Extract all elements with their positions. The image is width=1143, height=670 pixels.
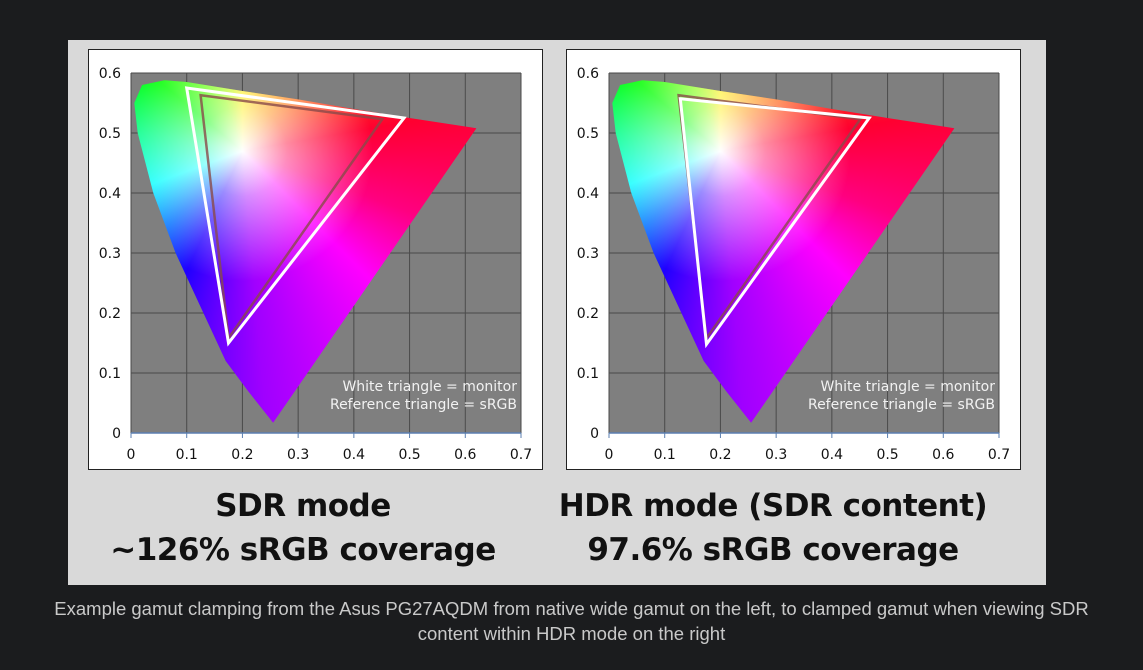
y-tick-label: 0.5 — [99, 126, 121, 142]
x-tick-label: 0.4 — [343, 447, 365, 463]
y-tick-label: 0.1 — [99, 366, 121, 382]
x-tick-label: 0.7 — [510, 447, 532, 463]
x-tick-label: 0.2 — [231, 447, 253, 463]
x-tick-label: 0.7 — [988, 447, 1010, 463]
legend-text: White triangle = monitor — [820, 379, 995, 395]
chart-hdr-svg: 0 0.1 0.2 0.3 0.4 0.5 0.6 0.7 0 0.1 0.2 0.3 0.4 0.5 0.… — [577, 66, 1010, 463]
y-tick-label: 0.4 — [577, 186, 599, 202]
legend-text: Reference triangle = sRGB — [808, 397, 995, 413]
x-tick-label: 0.2 — [709, 447, 731, 463]
hdr-coverage: 97.6% sRGB coverage — [587, 532, 959, 568]
x-tick-label: 0.6 — [454, 447, 476, 463]
y-tick-label: 0.4 — [99, 186, 121, 202]
chart-sdr-svg: 0 0.1 0.2 0.3 0.4 0.5 0.6 0.7 0 0.1 0.2 0.3 0.4 0.5 0.… — [99, 66, 532, 463]
y-tick-label: 0.6 — [99, 66, 121, 82]
y-tick-label: 0.1 — [577, 366, 599, 382]
y-tick-label: 0.6 — [577, 66, 599, 82]
legend-text: White triangle = monitor — [342, 379, 517, 395]
legend-text: Reference triangle = sRGB — [330, 397, 517, 413]
sdr-title: SDR mode — [215, 488, 391, 524]
y-tick-label: 0.3 — [99, 246, 121, 262]
sdr-caption: SDR mode ~126% sRGB coverage — [68, 484, 538, 572]
x-tick-label: 0 — [127, 447, 136, 463]
x-tick-label: 0.5 — [398, 447, 420, 463]
x-tick-label: 0.5 — [876, 447, 898, 463]
hdr-caption: HDR mode (SDR content) 97.6% sRGB covera… — [538, 484, 1008, 572]
y-tick-label: 0.2 — [99, 306, 121, 322]
sdr-coverage: ~126% sRGB coverage — [110, 532, 496, 568]
x-tick-label: 0.3 — [765, 447, 787, 463]
x-tick-label: 0.4 — [821, 447, 843, 463]
figure-panel: 0 0.1 0.2 0.3 0.4 0.5 0.6 0.7 0 0.1 0.2 0.3 0.4 0.5 0.… — [68, 40, 1046, 585]
x-tick-label: 0 — [605, 447, 614, 463]
x-tick-label: 0.3 — [287, 447, 309, 463]
y-tick-label: 0 — [590, 426, 599, 442]
x-tick-label: 0.6 — [932, 447, 954, 463]
y-tick-label: 0 — [112, 426, 121, 442]
srgb-reference-triangle — [199, 93, 385, 342]
chart-hdr: 0 0.1 0.2 0.3 0.4 0.5 0.6 0.7 0 0.1 0.2 0.3 0.4 0.5 0.… — [566, 49, 1021, 470]
y-tick-label: 0.2 — [577, 306, 599, 322]
x-tick-label: 0.1 — [654, 447, 676, 463]
x-tick-label: 0.1 — [176, 447, 198, 463]
hdr-title: HDR mode (SDR content) — [558, 488, 988, 524]
monitor-gamut-triangle — [678, 97, 872, 349]
y-tick-label: 0.5 — [577, 126, 599, 142]
y-tick-label: 0.3 — [577, 246, 599, 262]
monitor-gamut-triangle — [184, 86, 407, 347]
chart-sdr: 0 0.1 0.2 0.3 0.4 0.5 0.6 0.7 0 0.1 0.2 0.3 0.4 0.5 0.… — [88, 49, 543, 470]
figure-caption: Example gamut clamping from the Asus PG2… — [54, 598, 1089, 644]
